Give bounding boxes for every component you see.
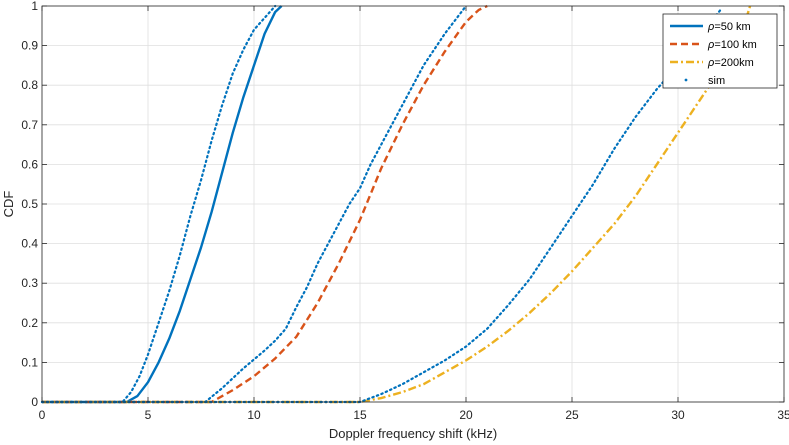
series-4-segment-3 [40,8,722,404]
series-2-line [42,4,488,404]
x-tick-label: 5 [145,408,152,422]
x-tick-label: 0 [39,408,46,422]
series-3-line [42,5,752,404]
series-4-segment-1 [40,4,277,404]
y-tick-label: 0 [31,395,38,409]
x-axis-ticks: 0 5 10 15 20 25 30 35 [39,6,789,422]
y-tick-label: 0.1 [21,355,38,369]
y-tick-label: 0.2 [21,316,38,330]
x-tick-label: 25 [565,408,579,422]
y-tick-label: 0.8 [21,78,38,92]
legend-entry-series-1: ρ=50 km [707,21,751,33]
series-4-segment-2 [40,4,468,404]
legend-entry-series-2: ρ=100 km [707,39,757,51]
legend: ρ=50 km ρ=100 km ρ=200km sim [662,13,778,89]
x-tick-label: 20 [459,408,473,422]
x-tick-label: 10 [247,408,261,422]
y-tick-label: 0.5 [21,197,38,211]
y-axis-label: CDF [1,191,16,218]
y-tick-label: 0.6 [21,157,38,171]
x-tick-label: 15 [353,408,367,422]
y-tick-label: 0.3 [21,276,38,290]
x-tick-label: 30 [671,408,685,422]
x-axis-label: Doppler frequency shift (kHz) [329,426,497,441]
y-tick-label: 0.7 [21,118,38,132]
x-tick-label: 35 [777,408,789,422]
y-tick-label: 0.4 [21,237,38,251]
series-1-line [42,5,283,404]
y-axis-ticks: 0 0.1 0.2 0.3 0.4 0.5 0.6 0.7 0.8 0.9 1 [21,0,784,409]
legend-swatch-series-4 [684,78,688,82]
series-layer [40,4,752,404]
legend-entry-series-4: sim [708,75,725,87]
y-tick-label: 1 [31,0,38,13]
y-tick-label: 0.9 [21,39,38,53]
legend-entry-series-3: ρ=200km [707,57,754,69]
